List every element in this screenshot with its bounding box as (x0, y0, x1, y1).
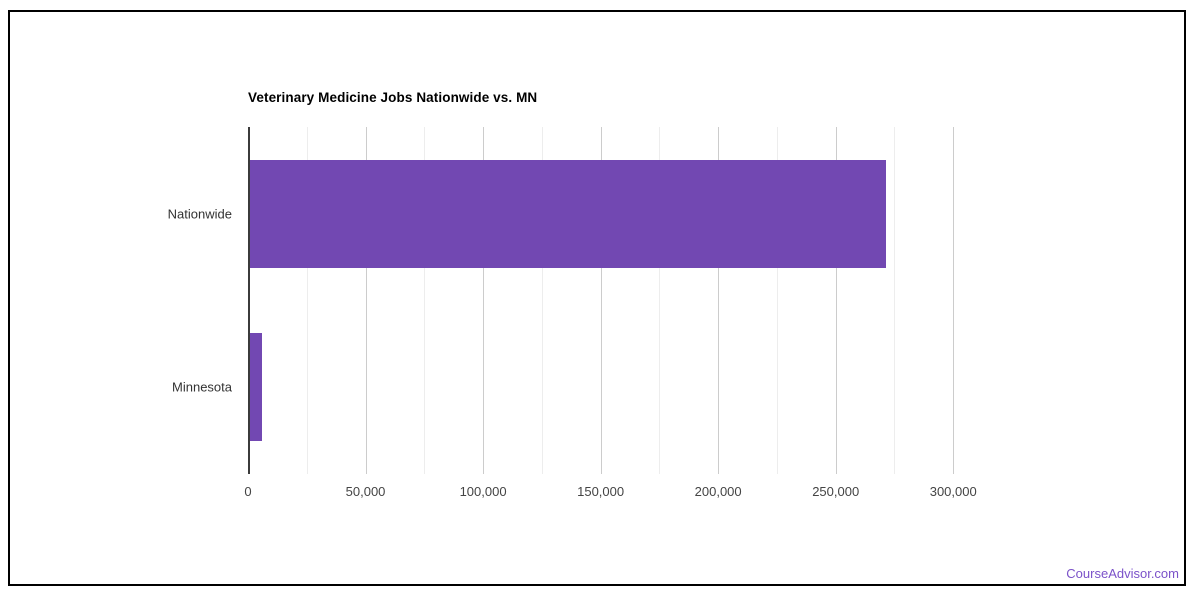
major-gridline (600, 127, 602, 474)
y-axis-line (248, 127, 250, 474)
chart-frame: Veterinary Medicine Jobs Nationwide vs. … (8, 10, 1186, 586)
y-label-nationwide: Nationwide (167, 206, 232, 222)
bar-nationwide[interactable] (249, 159, 887, 268)
x-tick-label: 0 (244, 484, 252, 499)
minor-gridline (424, 127, 426, 474)
x-tick-label: 200,000 (694, 484, 742, 499)
major-gridline (835, 127, 837, 474)
minor-gridline (659, 127, 661, 474)
y-label-minnesota: Minnesota (172, 379, 232, 395)
bar-minnesota[interactable] (249, 333, 263, 442)
major-gridline (483, 127, 485, 474)
chart-title: Veterinary Medicine Jobs Nationwide vs. … (248, 90, 538, 105)
x-tick-label: 300,000 (929, 484, 977, 499)
x-tick-label: 250,000 (812, 484, 860, 499)
minor-gridline (306, 127, 308, 474)
minor-gridline (776, 127, 778, 474)
major-gridline (365, 127, 367, 474)
major-gridline (718, 127, 720, 474)
watermark-link[interactable]: CourseAdvisor.com (1066, 566, 1179, 581)
major-gridline (953, 127, 955, 474)
minor-gridline (894, 127, 896, 474)
x-tick-label: 50,000 (345, 484, 386, 499)
x-tick-label: 100,000 (459, 484, 507, 499)
x-tick-label: 150,000 (577, 484, 625, 499)
plot-area (248, 127, 1012, 474)
minor-gridline (541, 127, 543, 474)
